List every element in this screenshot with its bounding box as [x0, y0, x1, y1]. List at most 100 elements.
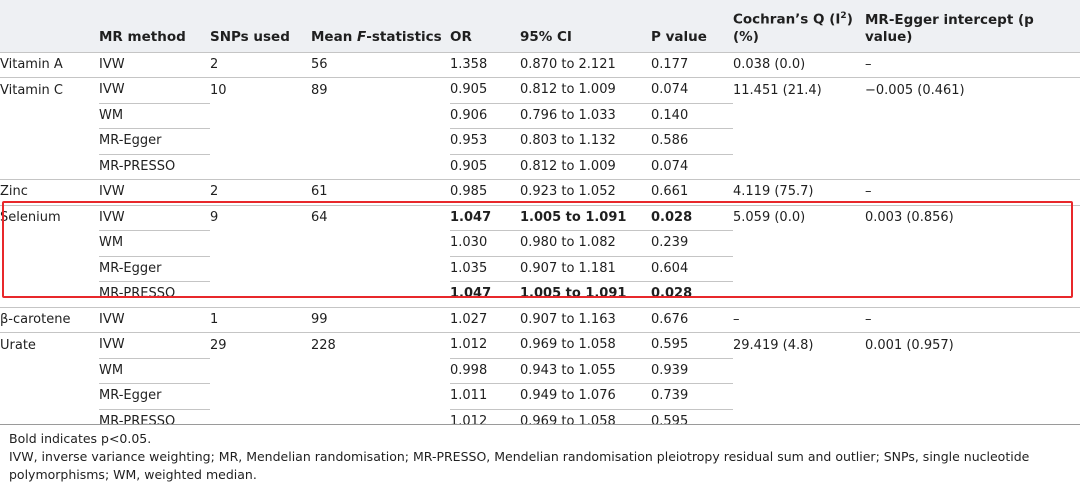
- cell-or: 1.012: [450, 332, 520, 358]
- cell-or: 1.047: [450, 204, 520, 231]
- cell-95-ci: 0.969 to 1.058: [520, 332, 651, 358]
- cell-p-value: 0.074: [651, 77, 733, 103]
- cell-cochrans-q: 5.059 (0.0): [733, 204, 865, 231]
- table-row: WM 0.998 0.943 to 1.055 0.939: [0, 357, 1080, 384]
- cell-mr-method: IVW: [99, 179, 210, 205]
- cell-mr-method: IVW: [99, 306, 210, 333]
- cell-mr-egger-intercept: −0.005 (0.461): [865, 77, 1080, 103]
- cell-cochrans-empty: [733, 103, 865, 129]
- cell-mean-f-empty: [311, 384, 450, 410]
- cell-95-ci: 0.949 to 1.076: [520, 383, 651, 409]
- cell-or: 0.906: [450, 102, 520, 129]
- header-mean-f-suffix: -statistics: [366, 28, 442, 45]
- cell-mean-f-empty: [311, 256, 450, 282]
- cell-p-value: 0.028: [651, 204, 733, 231]
- cell-egger-empty: [865, 256, 1080, 282]
- cell-exposure: Vitamin C: [0, 77, 99, 103]
- cell-95-ci: 0.980 to 1.082: [520, 230, 651, 256]
- cell-mr-method: WM: [99, 230, 210, 256]
- cell-egger-empty: [865, 231, 1080, 257]
- cell-snps-used: 2: [210, 51, 311, 78]
- table-footnotes: Bold indicates p<0.05. IVW, inverse vari…: [0, 424, 1080, 484]
- table-row: Urate IVW 29 228 1.012 0.969 to 1.058 0.595 29.…: [0, 332, 1080, 358]
- cell-exposure: Vitamin A: [0, 51, 99, 78]
- cell-or: 1.035: [450, 255, 520, 282]
- cell-95-ci: 0.969 to 1.058: [520, 408, 651, 434]
- table-row: WM 1.030 0.980 to 1.082 0.239: [0, 230, 1080, 257]
- cell-exposure-empty: [0, 384, 99, 410]
- cell-mr-method: MR-PRESSO: [99, 408, 210, 434]
- cell-95-ci: 0.796 to 1.033: [520, 102, 651, 129]
- cell-egger-empty: [865, 282, 1080, 308]
- cell-exposure-empty: [0, 103, 99, 129]
- cell-snps-used: 29: [210, 332, 311, 358]
- cell-snps-empty: [210, 103, 311, 129]
- cell-p-value: 0.074: [651, 153, 733, 180]
- cell-mean-f: 64: [311, 204, 450, 231]
- table-row: Zinc IVW 2 61 0.985 0.923 to 1.052 0.661 4.119 …: [0, 179, 1080, 205]
- cell-mr-method: IVW: [99, 51, 210, 78]
- cell-p-value: 0.177: [651, 51, 733, 78]
- header-p-value: P value: [651, 28, 707, 45]
- cell-snps-empty: [210, 384, 311, 410]
- header-mr-egger-intercept: MR-Egger intercept (p value): [865, 11, 1034, 45]
- cell-cochrans-empty: [733, 154, 865, 180]
- cell-p-value: 0.676: [651, 306, 733, 333]
- cell-or: 1.030: [450, 230, 520, 256]
- cell-mr-egger-intercept: 0.001 (0.957): [865, 332, 1080, 358]
- cell-egger-empty: [865, 358, 1080, 384]
- cell-cochrans-empty: [733, 231, 865, 257]
- header-mean-f-statistics: Mean F-statistics: [311, 0, 450, 52]
- cell-or: 1.358: [450, 51, 520, 78]
- cell-mean-f: 56: [311, 51, 450, 78]
- table-row: MR-Egger 1.035 0.907 to 1.181 0.604: [0, 255, 1080, 282]
- header-exposure: [0, 0, 99, 52]
- cell-snps-empty: [210, 231, 311, 257]
- header-row: MR method SNPs used Mean F-statistics OR…: [0, 0, 1080, 52]
- cell-p-value: 0.939: [651, 357, 733, 384]
- cell-p-value: 0.604: [651, 255, 733, 282]
- cell-cochrans-q: 11.451 (21.4): [733, 77, 865, 103]
- cell-p-value: 0.661: [651, 179, 733, 205]
- header-cochran-line2: (%): [733, 28, 759, 45]
- cell-mr-method: IVW: [99, 332, 210, 358]
- cell-mean-f: 61: [311, 179, 450, 205]
- cell-exposure-empty: [0, 256, 99, 282]
- cell-egger-empty: [865, 103, 1080, 129]
- cell-or: 0.998: [450, 357, 520, 384]
- table-row: WM 0.906 0.796 to 1.033 0.140: [0, 102, 1080, 129]
- cell-mr-method: WM: [99, 102, 210, 129]
- table-body: Vitamin A IVW 2 56 1.358 0.870 to 2.121 0.177 0…: [0, 51, 1080, 434]
- header-snps-used: SNPs used: [210, 28, 290, 45]
- cell-cochrans-empty: [733, 384, 865, 410]
- cell-snps-empty: [210, 358, 311, 384]
- cell-cochrans-empty: [733, 256, 865, 282]
- header-cochrans-q: Cochran’s Q (I2) (%): [733, 0, 865, 52]
- cell-exposure: Selenium: [0, 204, 99, 231]
- cell-exposure: Urate: [0, 332, 99, 358]
- cell-95-ci: 0.870 to 2.121: [520, 51, 651, 78]
- cell-95-ci: 1.005 to 1.091: [520, 281, 651, 307]
- cell-95-ci: 0.803 to 1.132: [520, 128, 651, 154]
- cell-cochrans-q: 0.038 (0.0): [733, 51, 865, 78]
- cell-or: 0.905: [450, 77, 520, 103]
- cell-exposure: Zinc: [0, 179, 99, 205]
- cell-p-value: 0.028: [651, 281, 733, 307]
- cell-mr-egger-intercept: –: [865, 179, 1080, 205]
- cell-p-value: 0.595: [651, 332, 733, 358]
- header-cochran-sup: 2: [840, 11, 847, 21]
- cell-mean-f: 89: [311, 77, 450, 103]
- table-row: MR-PRESSO 1.047 1.005 to 1.091 0.028: [0, 281, 1080, 308]
- header-95-ci: 95% CI: [520, 28, 572, 45]
- cell-95-ci: 0.907 to 1.181: [520, 255, 651, 282]
- header-mean-f-italic: F: [357, 28, 367, 45]
- cell-cochrans-empty: [733, 358, 865, 384]
- cell-p-value: 0.140: [651, 102, 733, 129]
- header-mean-f-prefix: Mean: [311, 28, 358, 45]
- cell-snps-used: 1: [210, 306, 311, 333]
- cell-cochrans-q: 29.419 (4.8): [733, 332, 865, 358]
- cell-95-ci: 1.005 to 1.091: [520, 204, 651, 231]
- cell-or: 0.985: [450, 179, 520, 205]
- header-or: OR: [450, 28, 472, 45]
- cell-egger-empty: [865, 384, 1080, 410]
